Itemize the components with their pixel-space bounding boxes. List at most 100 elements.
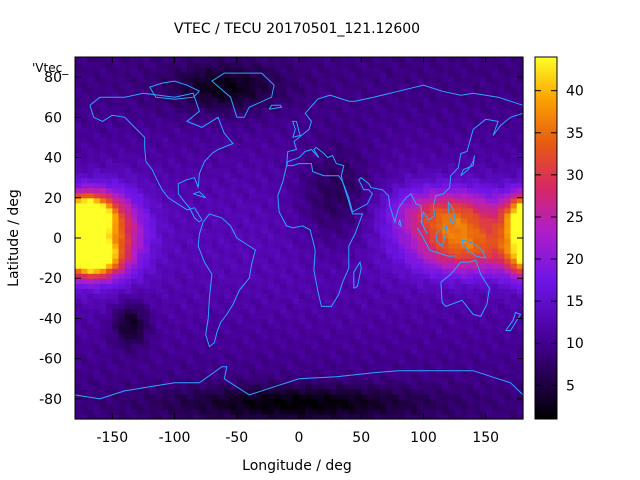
heatmap-cell	[442, 343, 449, 350]
heatmap-cell	[205, 373, 213, 380]
heatmap-cell	[168, 187, 176, 194]
heatmap-cell	[174, 288, 182, 294]
heatmap-cell	[479, 323, 487, 330]
heatmap-cell	[491, 222, 499, 229]
heatmap-cell	[317, 238, 325, 244]
heatmap-cell	[330, 263, 337, 269]
heatmap-cell	[224, 217, 232, 224]
heatmap-cell	[224, 182, 232, 189]
heatmap-cell	[398, 288, 406, 294]
heatmap-cell	[124, 313, 132, 320]
heatmap-cell	[467, 192, 474, 199]
heatmap-cell	[180, 363, 188, 370]
heatmap-cell	[112, 318, 120, 325]
heatmap-cell	[205, 142, 213, 149]
heatmap-cell	[218, 137, 225, 144]
heatmap-cell	[479, 222, 487, 229]
heatmap-cell	[224, 328, 232, 335]
heatmap-cell	[205, 388, 213, 395]
heatmap-cell	[211, 323, 219, 330]
heatmap-cell	[386, 378, 393, 385]
heatmap-cell	[473, 298, 481, 304]
heatmap-cell	[479, 288, 487, 294]
heatmap-cell	[174, 152, 182, 159]
heatmap-cell	[230, 182, 238, 189]
heatmap-cell	[498, 323, 505, 330]
heatmap-cell	[261, 122, 269, 128]
heatmap-cell	[498, 253, 505, 259]
heatmap-cell	[75, 167, 82, 174]
heatmap-cell	[435, 182, 443, 189]
heatmap-cell	[143, 268, 151, 274]
heatmap-cell	[112, 243, 120, 249]
heatmap-cell	[112, 57, 120, 63]
heatmap-cell	[311, 373, 319, 380]
heatmap-cell	[504, 293, 512, 299]
heatmap-cell	[336, 403, 344, 410]
heatmap-cell	[454, 72, 462, 78]
heatmap-cell	[224, 273, 232, 279]
heatmap-cell	[417, 107, 425, 113]
heatmap-cell	[168, 77, 176, 83]
heatmap-cell	[367, 142, 375, 149]
heatmap-cell	[286, 102, 294, 108]
heatmap-cell	[379, 117, 387, 123]
heatmap-cell	[230, 323, 238, 330]
heatmap-cell	[417, 363, 425, 370]
heatmap-cell	[336, 243, 344, 249]
heatmap-cell	[435, 408, 443, 415]
heatmap-cell	[224, 398, 232, 405]
heatmap-cell	[373, 383, 381, 390]
heatmap-cell	[342, 303, 350, 309]
heatmap-cell	[286, 192, 294, 199]
heatmap-cell	[411, 353, 418, 360]
heatmap-cell	[112, 308, 120, 315]
heatmap-cell	[355, 157, 362, 164]
heatmap-cell	[299, 303, 306, 309]
heatmap-cell	[106, 67, 113, 73]
heatmap-cell	[131, 348, 138, 355]
heatmap-cell	[491, 82, 499, 88]
heatmap-cell	[442, 288, 449, 294]
heatmap-cell	[292, 172, 300, 179]
heatmap-cell	[386, 293, 393, 299]
heatmap-cell	[180, 383, 188, 390]
heatmap-cell	[274, 318, 281, 325]
heatmap-cell	[261, 398, 269, 405]
heatmap-cell	[435, 403, 443, 410]
heatmap-cell	[162, 167, 169, 174]
heatmap-cell	[485, 182, 493, 189]
heatmap-cell	[336, 227, 344, 234]
heatmap-cell	[305, 403, 313, 410]
heatmap-cell	[435, 222, 443, 229]
heatmap-cell	[243, 122, 250, 128]
heatmap-cell	[205, 273, 213, 279]
heatmap-cell	[448, 107, 456, 113]
heatmap-cell	[81, 298, 89, 304]
heatmap-cell	[448, 97, 456, 103]
heatmap-cell	[99, 333, 107, 340]
heatmap-cell	[311, 212, 319, 219]
heatmap-cell	[211, 413, 219, 420]
heatmap-cell	[162, 368, 169, 375]
heatmap-cell	[361, 373, 369, 380]
heatmap-cell	[323, 373, 331, 380]
heatmap-cell	[93, 102, 101, 108]
heatmap-cell	[386, 358, 393, 365]
heatmap-cell	[137, 147, 145, 154]
heatmap-cell	[267, 187, 275, 194]
heatmap-cell	[323, 343, 331, 350]
heatmap-cell	[211, 182, 219, 189]
heatmap-cell	[491, 92, 499, 98]
heatmap-cell	[435, 57, 443, 63]
heatmap-cell	[367, 157, 375, 164]
heatmap-cell	[330, 338, 337, 345]
heatmap-cell	[87, 177, 95, 184]
heatmap-cell	[249, 162, 257, 169]
heatmap-cell	[261, 162, 269, 169]
heatmap-cell	[473, 308, 481, 315]
heatmap-cell	[317, 258, 325, 264]
heatmap-cell	[131, 398, 138, 405]
heatmap-cell	[317, 217, 325, 224]
heatmap-cell	[386, 308, 393, 315]
